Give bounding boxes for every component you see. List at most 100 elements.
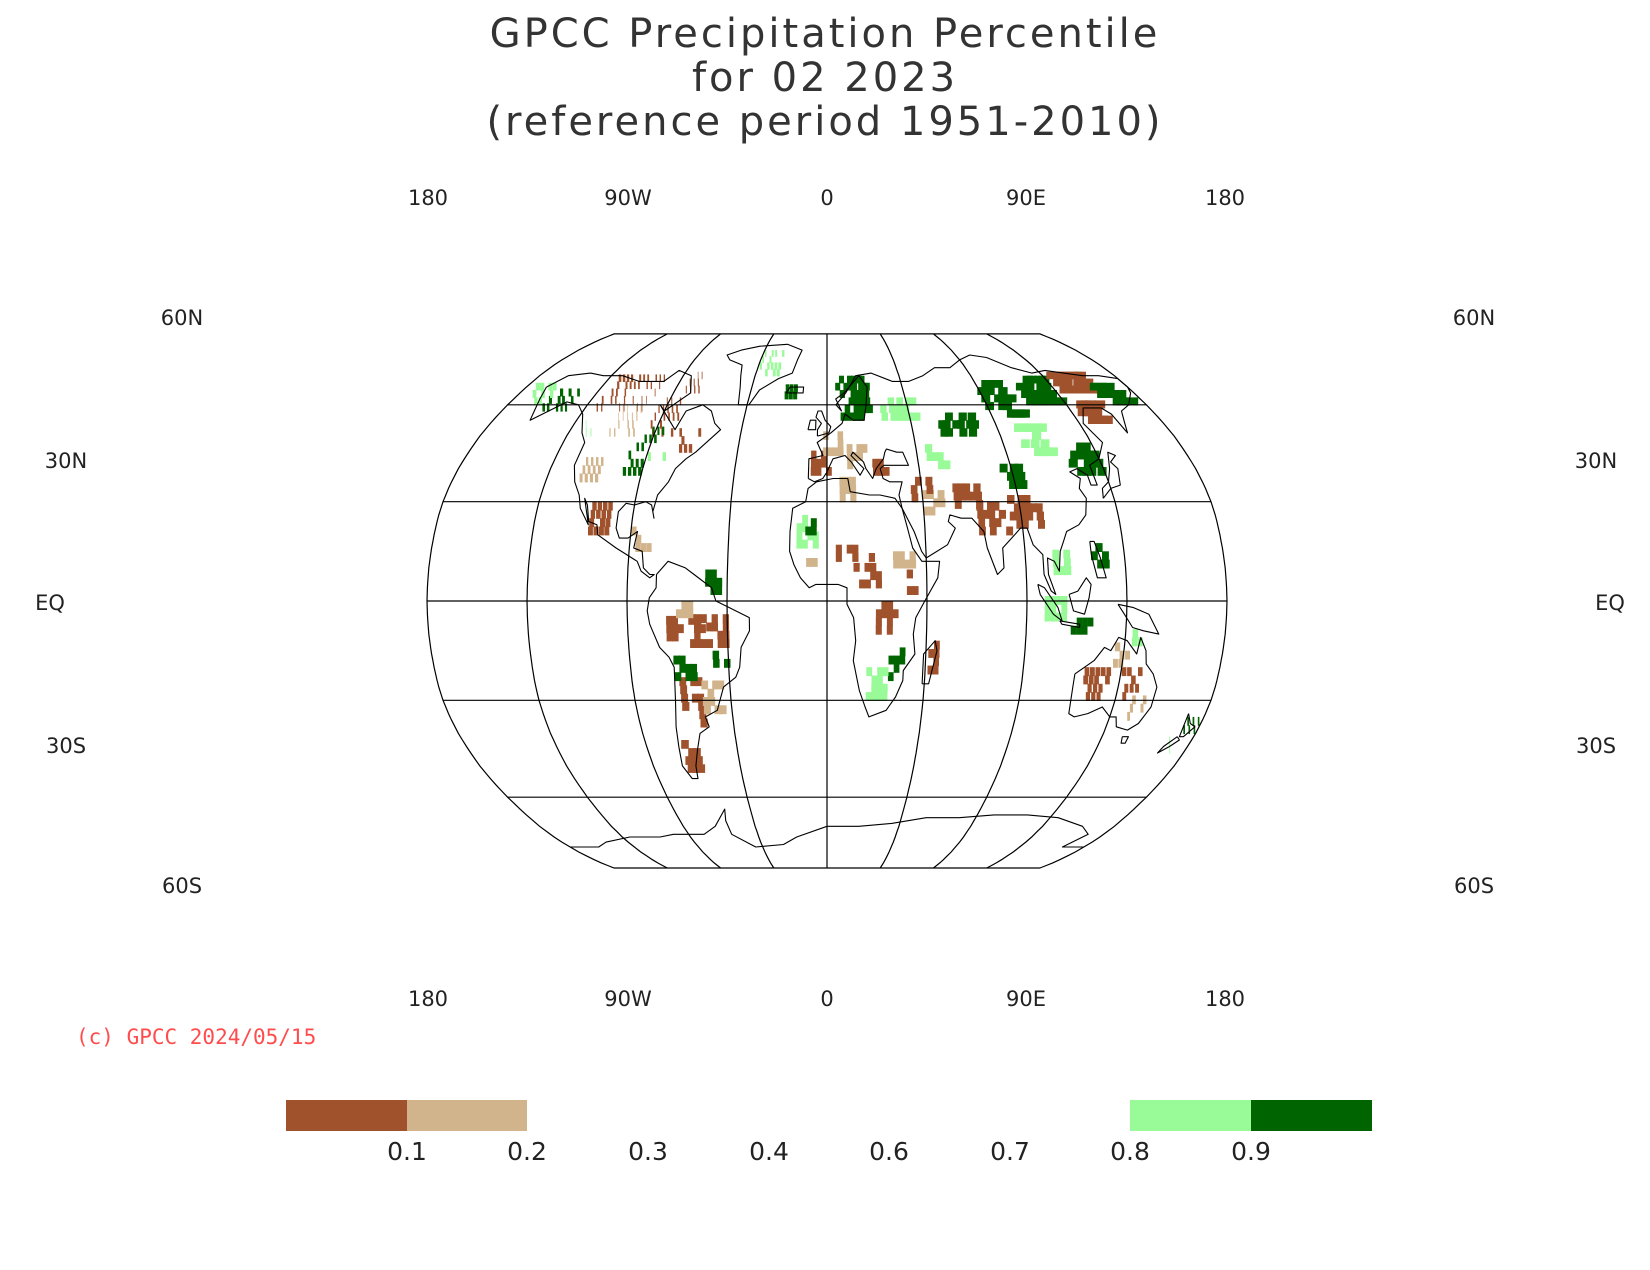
percentile-cell-very-wet bbox=[657, 426, 660, 436]
percentile-cell-very-wet bbox=[956, 420, 965, 429]
percentile-cell-wet bbox=[778, 362, 782, 370]
percentile-cell-very-dry bbox=[658, 404, 660, 414]
percentile-cell-very-wet bbox=[1091, 551, 1098, 561]
percentile-cell-very-dry bbox=[671, 615, 678, 625]
percentile-cell-very-dry bbox=[685, 756, 694, 765]
percentile-cell-very-dry bbox=[1095, 667, 1101, 677]
percentile-cell-very-dry bbox=[1090, 667, 1095, 677]
percentile-cell-very-dry bbox=[875, 625, 882, 635]
percentile-cell-wet bbox=[796, 531, 803, 541]
lat-label-60s-left: 60S bbox=[162, 874, 202, 898]
percentile-cell-wet bbox=[896, 397, 904, 406]
percentile-cells bbox=[532, 350, 1200, 773]
coastline bbox=[1178, 713, 1196, 738]
percentile-cell-very-wet bbox=[864, 397, 871, 406]
percentile-cell-wet bbox=[548, 382, 553, 391]
percentile-cell-wet bbox=[647, 452, 651, 461]
percentile-cell-dry bbox=[681, 601, 688, 610]
percentile-cell-wet bbox=[926, 452, 934, 461]
percentile-cell-very-dry bbox=[927, 665, 934, 675]
percentile-cell-wet bbox=[889, 404, 896, 414]
percentile-cell-very-wet bbox=[794, 384, 798, 393]
percentile-cell-very-dry bbox=[699, 624, 706, 634]
legend-tick-0-4: 0.4 bbox=[749, 1137, 789, 1166]
percentile-cell-very-wet bbox=[641, 442, 644, 452]
percentile-cell-very-wet bbox=[810, 518, 817, 528]
percentile-cell-very-dry bbox=[988, 509, 996, 519]
percentile-cell-very-dry bbox=[638, 381, 640, 390]
percentile-cell-very-dry bbox=[688, 748, 696, 757]
percentile-cell-very-dry bbox=[853, 562, 860, 572]
percentile-cell-very-wet bbox=[562, 395, 565, 404]
lon-label-180e-bottom: 180 bbox=[1205, 987, 1245, 1011]
percentile-cell-very-dry bbox=[883, 467, 890, 476]
percentile-cell-very-dry bbox=[1036, 511, 1044, 521]
lon-label-90w-top: 90W bbox=[604, 186, 652, 210]
percentile-cell-very-wet bbox=[640, 458, 644, 468]
percentile-cell-wet bbox=[1018, 423, 1028, 432]
percentile-cell-very-wet bbox=[548, 395, 552, 404]
percentile-cell-dry bbox=[1118, 658, 1124, 668]
percentile-cell-wet bbox=[882, 667, 889, 677]
percentile-cell-very-dry bbox=[926, 485, 934, 494]
percentile-cell-dry bbox=[1119, 650, 1125, 660]
percentile-cell-very-wet bbox=[1076, 617, 1083, 627]
percentile-cell-very-dry bbox=[694, 385, 696, 394]
percentile-cell-very-dry bbox=[694, 632, 701, 642]
percentile-cell-wet bbox=[796, 539, 803, 549]
percentile-cell-very-dry bbox=[1020, 511, 1028, 521]
percentile-cell-dry bbox=[839, 493, 846, 503]
percentile-cell-very-dry bbox=[622, 374, 626, 382]
percentile-cell-very-dry bbox=[723, 639, 730, 648]
coastline bbox=[529, 369, 722, 579]
lat-labels-left: 60N 30N EQ 30S 60S bbox=[35, 306, 203, 898]
percentile-cell-very-dry bbox=[994, 518, 1002, 528]
percentile-cell-very-wet bbox=[1087, 617, 1094, 627]
percentile-cell-very-dry bbox=[886, 617, 893, 627]
percentile-cell-very-dry bbox=[680, 685, 688, 695]
graticule bbox=[427, 333, 1227, 869]
percentile-cell-very-wet bbox=[1082, 617, 1088, 627]
percentile-cell-very-wet bbox=[893, 663, 900, 673]
percentile-cell-dry bbox=[676, 609, 683, 619]
percentile-cell-very-wet bbox=[959, 428, 968, 437]
percentile-cell-very-wet bbox=[1076, 442, 1086, 452]
percentile-cell-very-wet bbox=[899, 655, 906, 665]
percentile-cell-very-dry bbox=[655, 374, 657, 382]
percentile-cell-wet bbox=[550, 390, 554, 398]
percentile-cell-very-wet bbox=[938, 420, 946, 429]
lon-label-90e-bottom: 90E bbox=[1006, 987, 1046, 1011]
lon-label-180e-top: 180 bbox=[1205, 186, 1245, 210]
percentile-cell-very-dry bbox=[711, 622, 718, 632]
percentile-cell-very-dry bbox=[1013, 503, 1022, 513]
percentile-cell-very-dry bbox=[701, 639, 708, 648]
percentile-cell-wet bbox=[877, 675, 883, 685]
percentile-cell-very-wet bbox=[1075, 450, 1085, 460]
percentile-cell-dry bbox=[640, 404, 642, 414]
percentile-cell-very-dry bbox=[887, 609, 894, 619]
percentile-cell-very-wet bbox=[684, 663, 692, 673]
percentile-cell-very-dry bbox=[722, 614, 729, 624]
percentile-cell-very-wet bbox=[1188, 725, 1191, 735]
coastline bbox=[1068, 577, 1092, 615]
percentile-cell-very-dry bbox=[694, 614, 702, 624]
percentile-cell-dry bbox=[856, 444, 863, 453]
percentile-cell-very-dry bbox=[998, 509, 1006, 519]
lon-label-90w-bottom: 90W bbox=[604, 987, 652, 1011]
legend-tick-0-6: 0.6 bbox=[869, 1137, 909, 1166]
percentile-cell-very-dry bbox=[973, 483, 981, 493]
percentile-cell-very-dry bbox=[864, 579, 871, 589]
percentile-cell-very-dry bbox=[906, 586, 914, 595]
percentile-cell-very-dry bbox=[631, 374, 634, 382]
percentile-cell-dry bbox=[846, 444, 853, 453]
percentile-cell-very-wet bbox=[710, 577, 717, 587]
coastline bbox=[1156, 736, 1180, 754]
percentile-cell-very-dry bbox=[671, 404, 674, 414]
percentile-cell-very-dry bbox=[723, 630, 730, 640]
percentile-cell-very-dry bbox=[690, 756, 698, 765]
percentile-cell-dry bbox=[938, 498, 946, 508]
percentile-cell-very-dry bbox=[815, 458, 822, 468]
percentile-cell-very-wet bbox=[999, 463, 1008, 473]
percentile-cell-very-dry bbox=[711, 614, 718, 624]
